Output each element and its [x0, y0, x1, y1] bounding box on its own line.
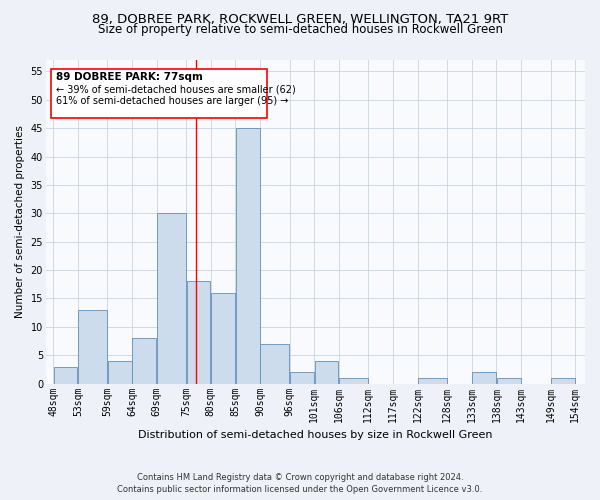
Text: Size of property relative to semi-detached houses in Rockwell Green: Size of property relative to semi-detach… — [97, 22, 503, 36]
Bar — [211, 293, 235, 384]
Bar — [133, 338, 156, 384]
Bar — [339, 378, 368, 384]
Text: 89 DOBREE PARK: 77sqm: 89 DOBREE PARK: 77sqm — [56, 72, 203, 82]
X-axis label: Distribution of semi-detached houses by size in Rockwell Green: Distribution of semi-detached houses by … — [138, 430, 493, 440]
FancyBboxPatch shape — [51, 68, 268, 118]
Bar — [78, 310, 107, 384]
Bar — [551, 378, 575, 384]
Bar — [187, 282, 211, 384]
Bar — [157, 214, 186, 384]
Bar — [53, 366, 77, 384]
Text: 89, DOBREE PARK, ROCKWELL GREEN, WELLINGTON, TA21 9RT: 89, DOBREE PARK, ROCKWELL GREEN, WELLING… — [92, 12, 508, 26]
Bar — [314, 361, 338, 384]
Y-axis label: Number of semi-detached properties: Number of semi-detached properties — [15, 126, 25, 318]
Text: 61% of semi-detached houses are larger (95) →: 61% of semi-detached houses are larger (… — [56, 96, 288, 106]
Bar — [260, 344, 289, 384]
Bar — [108, 361, 131, 384]
Bar — [472, 372, 496, 384]
Text: Contains HM Land Registry data © Crown copyright and database right 2024.
Contai: Contains HM Land Registry data © Crown c… — [118, 472, 482, 494]
Bar — [290, 372, 314, 384]
Bar — [236, 128, 260, 384]
Text: ← 39% of semi-detached houses are smaller (62): ← 39% of semi-detached houses are smalle… — [56, 84, 295, 94]
Bar — [418, 378, 446, 384]
Bar — [497, 378, 521, 384]
